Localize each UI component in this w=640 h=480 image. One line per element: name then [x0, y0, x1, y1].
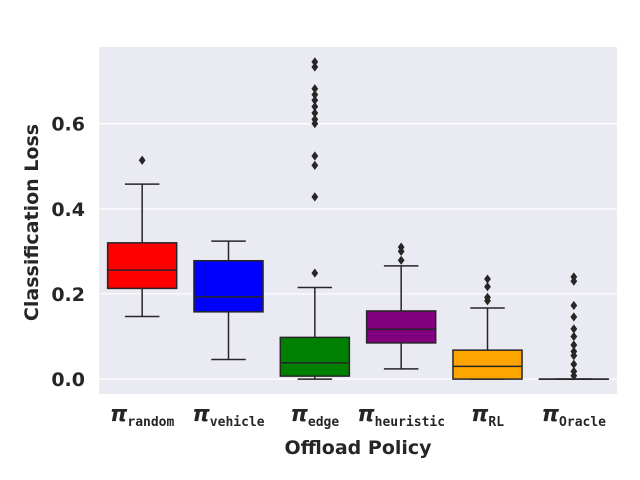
- x-tick-label: πheuristic: [357, 402, 445, 430]
- x-tick-labels: πrandom πvehicle πedge πheuristic πRL πOracle: [110, 402, 606, 430]
- iqr-box: [365, 310, 437, 344]
- outlier-point: [397, 255, 405, 265]
- outlier-point: [570, 366, 578, 377]
- category-subscript: Oracle: [559, 415, 606, 430]
- outlier-point: [311, 151, 319, 161]
- outlier-point: [570, 340, 578, 350]
- x-tick-label: πedge: [290, 402, 339, 430]
- y-tick-labels: 0.0 0.2 0.4 0.6: [51, 114, 85, 391]
- category-symbol: π: [192, 402, 210, 427]
- y-tick-label: 0.2: [51, 284, 85, 306]
- plot-area: [99, 47, 617, 394]
- outlier-point: [484, 274, 491, 284]
- outlier-point: [570, 272, 578, 282]
- x-tick-label: πOracle: [542, 402, 607, 430]
- x-tick-label: πvehicle: [192, 402, 264, 430]
- outlier-point: [311, 95, 319, 105]
- y-tick-label: 0.6: [51, 114, 85, 136]
- category-subscript: heuristic: [375, 415, 445, 430]
- y-axis-title: Classification Loss: [21, 124, 43, 321]
- category-symbol: π: [357, 402, 375, 427]
- grid-lines: [99, 123, 617, 380]
- outlier-point: [484, 292, 491, 302]
- outlier-point: [397, 242, 405, 252]
- category-symbol: π: [542, 402, 560, 427]
- category-symbol: π: [290, 402, 308, 427]
- iqr-box: [193, 259, 264, 313]
- category-subscript: vehicle: [210, 415, 265, 430]
- outlier-point: [311, 62, 319, 72]
- y-tick-label: 0.4: [51, 199, 85, 221]
- outlier-point: [311, 102, 319, 112]
- outlier-point: [570, 331, 578, 342]
- iqr-box: [279, 336, 351, 377]
- outlier-point: [311, 57, 319, 67]
- category-subscript: edge: [308, 415, 339, 430]
- outlier-point: [311, 108, 319, 118]
- iqr-box: [106, 242, 178, 290]
- boxes: [106, 57, 610, 381]
- box-random: [106, 155, 178, 318]
- outlier-point: [570, 359, 578, 369]
- box-rl: [452, 274, 523, 380]
- outlier-point: [311, 114, 319, 124]
- category-symbol: π: [110, 402, 128, 427]
- outlier-point: [311, 90, 319, 100]
- outlier-point: [570, 300, 578, 311]
- outlier-point: [138, 155, 146, 165]
- iqr-box: [452, 349, 523, 380]
- x-tick-label: πRL: [471, 402, 504, 430]
- box-heuristic: [365, 242, 437, 370]
- outlier-point: [311, 268, 319, 278]
- box-oracle: [538, 272, 610, 381]
- outlier-point: [570, 312, 578, 322]
- outlier-point: [570, 346, 578, 357]
- outlier-point: [311, 192, 319, 202]
- x-tick-label: πrandom: [110, 402, 175, 430]
- outlier-point: [570, 324, 578, 334]
- box-vehicle: [193, 240, 264, 361]
- category-subscript: random: [127, 415, 174, 430]
- x-axis-title: Offload Policy: [284, 437, 432, 459]
- box-edge: [279, 57, 351, 380]
- outlier-point: [311, 84, 319, 94]
- category-subscript: RL: [488, 415, 504, 430]
- outlier-point: [311, 160, 319, 170]
- y-tick-label: 0.0: [51, 369, 85, 391]
- category-symbol: π: [471, 402, 489, 427]
- outlier-point: [484, 282, 491, 292]
